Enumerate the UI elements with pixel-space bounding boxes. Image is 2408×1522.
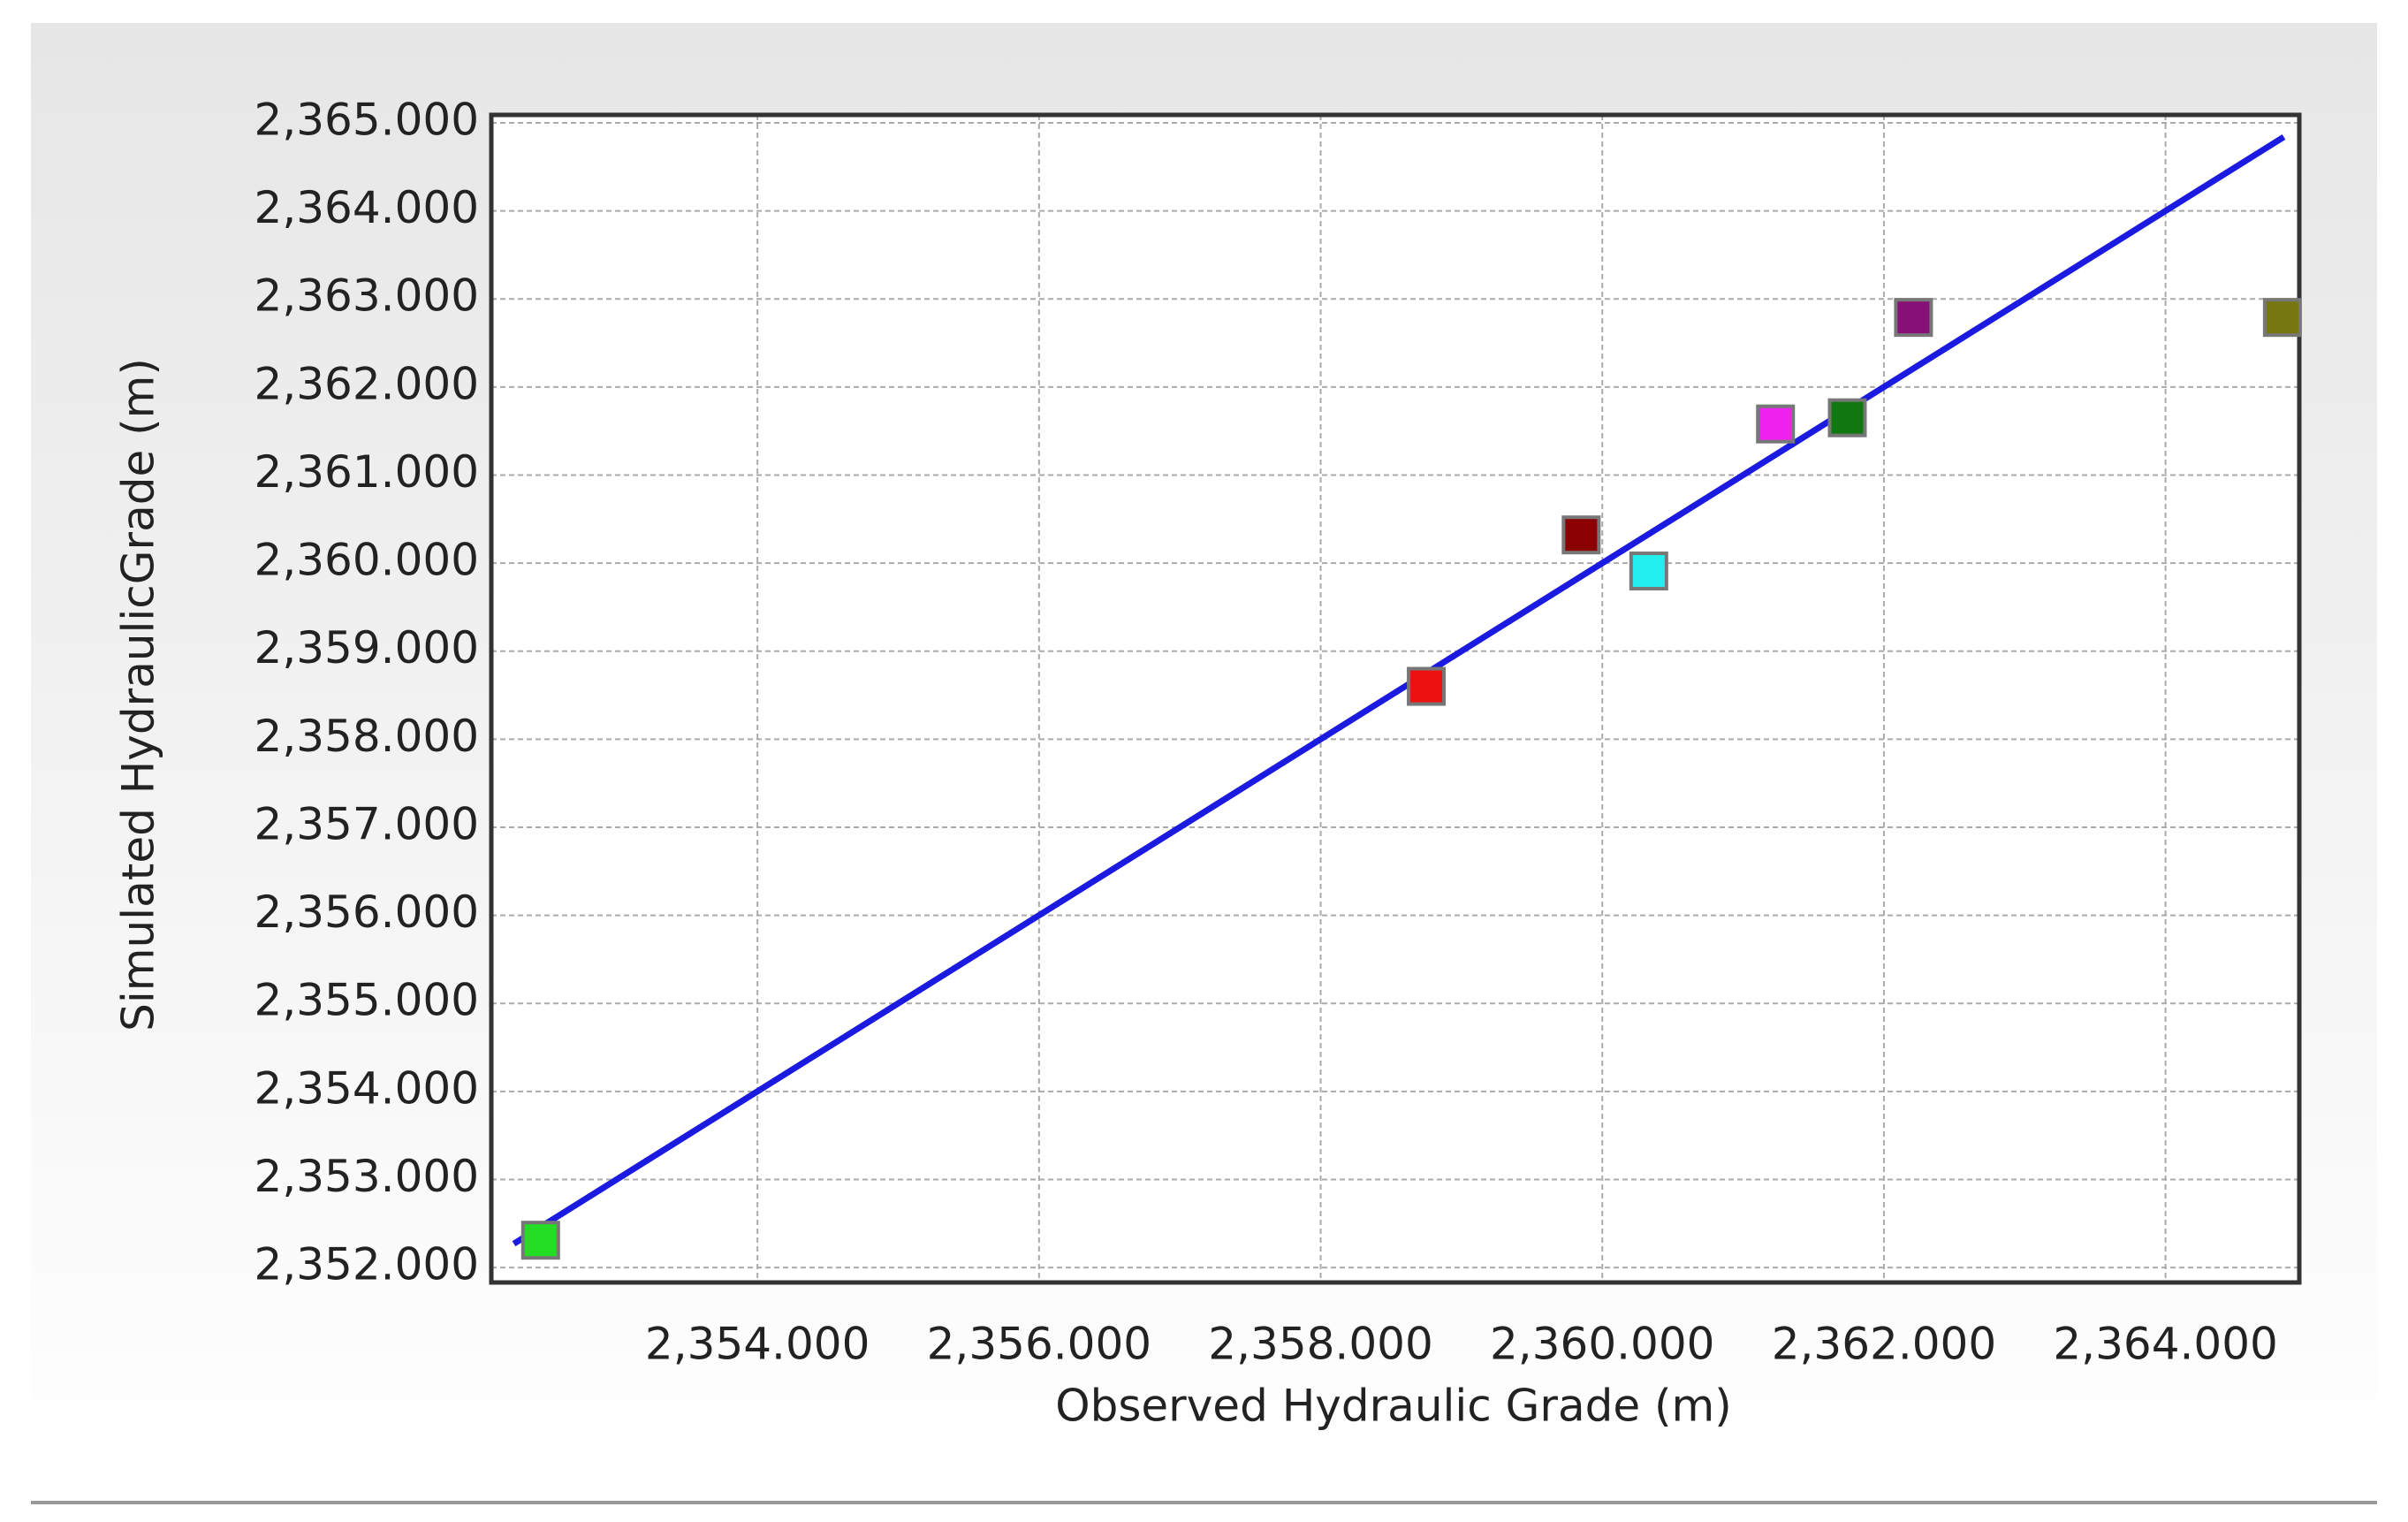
y-tick-label: 2,363.000	[254, 270, 479, 322]
y-tick-label: 2,353.000	[254, 1151, 479, 1202]
y-tick-label: 2,360.000	[254, 535, 479, 586]
fit-line	[512, 133, 2286, 1247]
x-tick-label: 2,358.000	[1208, 1319, 1432, 1370]
x-tick-label: 2,364.000	[2053, 1319, 2277, 1370]
data-point	[2262, 298, 2302, 338]
data-point	[1407, 666, 1447, 706]
y-tick-label: 2,364.000	[254, 182, 479, 233]
y-tick-label: 2,356.000	[254, 887, 479, 938]
y-tick-label: 2,359.000	[254, 622, 479, 673]
data-point	[1756, 404, 1796, 444]
y-tick-label: 2,354.000	[254, 1062, 479, 1114]
y-tick-label: 2,357.000	[254, 798, 479, 849]
x-tick-label: 2,362.000	[1772, 1319, 1996, 1370]
x-axis-title: Observed Hydraulic Grade (m)	[1055, 1381, 1731, 1432]
x-tick-label: 2,354.000	[645, 1319, 870, 1370]
y-axis-title: Simulated HydraulicGrade (m)	[113, 358, 164, 1031]
plot-area	[491, 115, 2299, 1282]
x-tick-label: 2,360.000	[1490, 1319, 1714, 1370]
data-point	[1629, 552, 1668, 591]
y-tick-label: 2,361.000	[254, 446, 479, 498]
y-tick-label: 2,365.000	[254, 94, 479, 145]
y-tick-label: 2,352.000	[254, 1239, 479, 1290]
data-point	[1827, 398, 1867, 438]
y-tick-label: 2,358.000	[254, 711, 479, 762]
y-tick-label: 2,362.000	[254, 358, 479, 409]
data-point	[1561, 515, 1601, 555]
data-point	[1894, 298, 1933, 338]
data-point	[520, 1221, 560, 1260]
plot-frame	[489, 112, 2302, 1285]
y-tick-label: 2,355.000	[254, 975, 479, 1026]
x-tick-label: 2,356.000	[927, 1319, 1151, 1370]
